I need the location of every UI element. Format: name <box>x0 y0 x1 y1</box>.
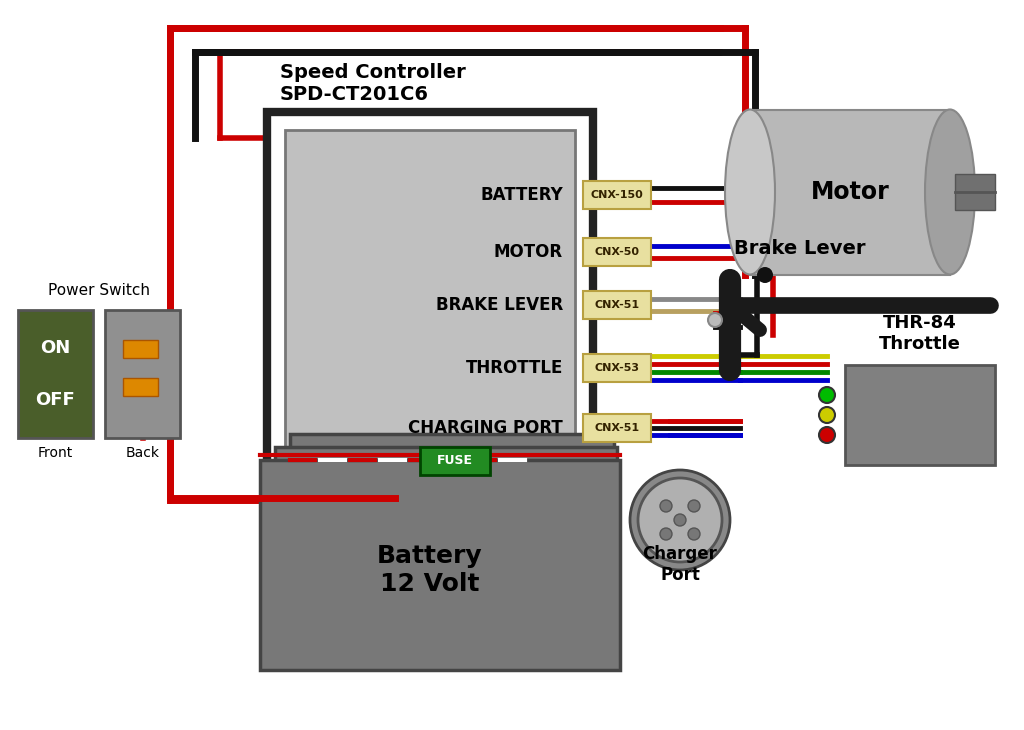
Bar <box>420 447 490 475</box>
Text: BRAKE LEVER: BRAKE LEVER <box>436 296 563 314</box>
Circle shape <box>708 313 722 327</box>
Bar <box>583 354 651 382</box>
Circle shape <box>638 478 722 562</box>
Text: CNX-51: CNX-51 <box>595 300 640 310</box>
Bar <box>18 310 93 438</box>
Circle shape <box>819 407 835 423</box>
Text: MOTOR: MOTOR <box>494 243 563 261</box>
Text: Motor: Motor <box>811 180 890 204</box>
Circle shape <box>688 500 700 512</box>
Text: BATTERY: BATTERY <box>480 186 563 204</box>
Text: Battery
12 Volt: Battery 12 Volt <box>377 544 482 596</box>
Bar <box>290 434 614 628</box>
Bar <box>583 291 651 319</box>
Bar <box>260 460 620 670</box>
Bar <box>583 414 651 442</box>
Text: CNX-50: CNX-50 <box>595 247 640 257</box>
Ellipse shape <box>925 110 975 274</box>
Bar <box>750 110 950 275</box>
Circle shape <box>688 528 700 540</box>
Bar <box>275 447 617 649</box>
Text: ON: ON <box>40 339 71 358</box>
Text: THROTTLE: THROTTLE <box>466 359 563 377</box>
Text: Brake Lever: Brake Lever <box>734 239 865 258</box>
Circle shape <box>819 387 835 403</box>
Circle shape <box>630 470 730 570</box>
Bar <box>123 340 158 358</box>
Bar <box>845 365 995 465</box>
Text: CNX-53: CNX-53 <box>595 363 640 373</box>
Bar <box>105 310 180 438</box>
Circle shape <box>757 267 773 283</box>
Bar <box>123 378 158 396</box>
Circle shape <box>660 528 672 540</box>
Text: THR-84
Throttle: THR-84 Throttle <box>879 314 961 353</box>
Bar <box>583 238 651 266</box>
Ellipse shape <box>725 110 775 274</box>
Text: Front: Front <box>38 446 73 460</box>
Circle shape <box>819 427 835 443</box>
Bar <box>285 130 575 462</box>
Text: CNX-150: CNX-150 <box>591 190 643 200</box>
Text: Back: Back <box>126 446 160 460</box>
Text: FUSE: FUSE <box>437 455 473 467</box>
Circle shape <box>674 514 686 526</box>
Circle shape <box>660 500 672 512</box>
Text: Speed Controller
SPD-CT201C6: Speed Controller SPD-CT201C6 <box>280 63 466 104</box>
Bar <box>583 181 651 209</box>
Text: CHARGING PORT: CHARGING PORT <box>409 419 563 437</box>
Text: OFF: OFF <box>36 391 76 409</box>
Text: Power Switch: Power Switch <box>48 283 150 298</box>
Bar <box>955 174 995 210</box>
Bar <box>267 112 593 480</box>
Text: Charger
Port: Charger Port <box>643 545 718 584</box>
Text: CNX-51: CNX-51 <box>595 423 640 433</box>
